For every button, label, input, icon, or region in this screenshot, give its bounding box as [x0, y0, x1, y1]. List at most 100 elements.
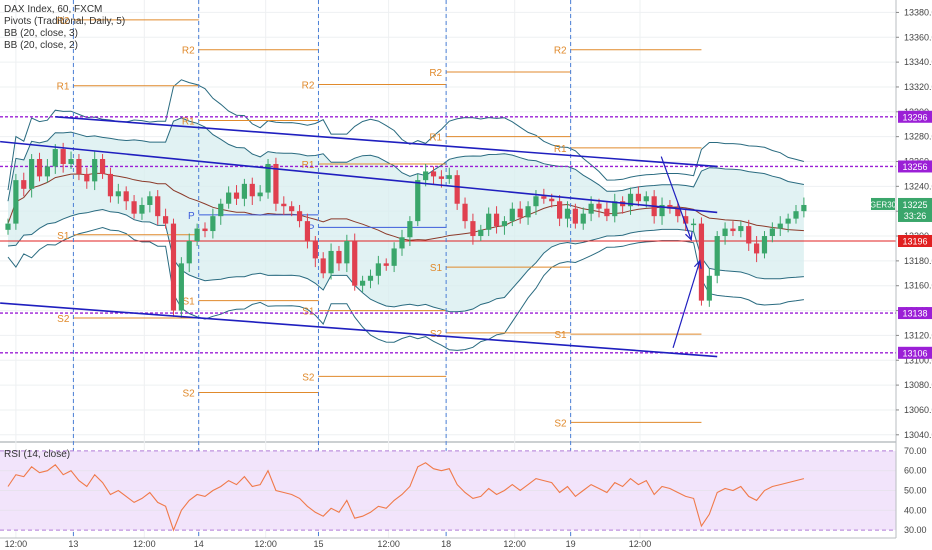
candle-body — [68, 159, 74, 164]
candle-body — [486, 213, 492, 230]
candle-body — [517, 208, 523, 218]
level-price-tag[interactable] — [898, 110, 932, 123]
candle-body — [478, 229, 484, 237]
candle-body — [509, 208, 515, 222]
level-price-label: 13296 — [902, 112, 927, 122]
pivot-label-p: P — [308, 223, 315, 234]
candle-body — [754, 243, 760, 254]
price-tick-label: 13160.00 — [904, 281, 932, 291]
candle-body — [44, 166, 50, 177]
candle-body — [13, 180, 19, 224]
level-price-tag[interactable] — [898, 234, 932, 247]
channel-line[interactable] — [0, 302, 718, 358]
candle-body — [273, 163, 279, 204]
pivot-label-s2: S2 — [430, 329, 443, 340]
pivot-label-s2: S2 — [554, 418, 567, 429]
price-axis-bg — [896, 0, 932, 538]
candle-body — [746, 226, 752, 244]
pivot-label-r2: R2 — [429, 68, 442, 79]
candle-body — [249, 183, 255, 197]
price-tick-label: 13320.00 — [904, 82, 932, 92]
rsi-tick-label: 40.00 — [904, 505, 927, 515]
candle-body — [210, 216, 216, 232]
symbol-tag[interactable] — [871, 197, 895, 210]
bar-countdown: 33:26 — [904, 211, 927, 221]
pivot-label-r1: R1 — [554, 144, 567, 155]
bb-band-line — [7, 208, 804, 313]
price-tick-label: 13240.00 — [904, 181, 932, 191]
candle-body — [391, 248, 397, 266]
candle-body — [170, 223, 177, 311]
candle-body — [446, 175, 452, 179]
candle-body — [541, 196, 547, 199]
price-tick-label: 13380.00 — [904, 7, 932, 17]
pivot-label-r1: R1 — [429, 133, 442, 144]
level-price-label: 13106 — [902, 348, 927, 358]
time-tick-label: 15 — [313, 539, 323, 549]
legend-symbol[interactable]: DAX Index, 60, FXCM — [4, 4, 103, 15]
candle-body — [738, 226, 744, 232]
horizontal-levels[interactable] — [0, 116, 896, 354]
candle-body — [454, 175, 460, 204]
candle-body — [304, 221, 311, 241]
current-price-tag[interactable] — [898, 197, 932, 222]
candle-body — [604, 208, 610, 217]
candle-body — [147, 196, 153, 205]
time-tick-label: 12:00 — [377, 539, 400, 549]
candle-body — [549, 198, 555, 202]
candle-body — [722, 228, 728, 237]
candle-body — [501, 221, 508, 227]
candle-body — [470, 221, 476, 237]
candle-body — [131, 201, 137, 214]
candle-body — [155, 196, 161, 217]
candle-body — [564, 208, 571, 219]
time-tick-label: 12:00 — [503, 539, 526, 549]
level-price-label: 13196 — [902, 236, 927, 246]
rsi-pane[interactable] — [0, 450, 896, 532]
pivot-label-r2: R2 — [554, 46, 567, 57]
channel-line[interactable] — [0, 140, 718, 214]
time-tick-label: 12:00 — [254, 539, 277, 549]
candle-body — [690, 223, 697, 226]
legend-bb2[interactable]: BB (20, close, 2) — [4, 40, 78, 51]
projection-arrows[interactable] — [660, 156, 702, 349]
rsi-tick-label: 30.00 — [904, 525, 927, 535]
rsi-line[interactable] — [7, 462, 805, 532]
trend-channel[interactable] — [0, 115, 718, 358]
time-tick-label: 12:00 — [133, 539, 156, 549]
candle-body — [257, 192, 263, 197]
candle-body — [533, 196, 539, 207]
pivot-label-s1: S1 — [57, 231, 70, 242]
candle-body — [493, 213, 500, 227]
legend-pivots[interactable]: Pivots (Traditional, Daily, 5) — [4, 16, 126, 27]
time-tick-label: 12:00 — [5, 539, 28, 549]
price-axis[interactable]: 13040.00 13060.00 13080.00 13100.00 13120.00… — [870, 0, 932, 538]
candle-body — [580, 213, 586, 224]
rsi-legend[interactable]: RSI (14, close) — [4, 449, 71, 460]
level-price-tag[interactable] — [898, 346, 932, 359]
channel-line[interactable] — [55, 115, 718, 168]
projection-arrow[interactable] — [660, 156, 692, 240]
candle-body — [383, 263, 389, 266]
rsi-tick-label: 50.00 — [904, 486, 927, 496]
candle-body — [281, 203, 287, 207]
level-price-tag[interactable] — [898, 307, 932, 320]
candle-body — [76, 159, 82, 174]
time-tick-label: 13 — [68, 539, 78, 549]
candle-body — [430, 171, 437, 177]
level-price-tag[interactable] — [898, 160, 932, 173]
candle-body — [344, 240, 350, 264]
candle-body — [194, 228, 200, 241]
legend-bb3[interactable]: BB (20, close, 3) — [4, 28, 78, 39]
level-price-label: 13138 — [902, 309, 927, 319]
projection-arrow[interactable] — [672, 260, 701, 349]
candle-body — [218, 203, 224, 217]
candlesticks — [5, 142, 807, 319]
candle-body — [312, 240, 318, 259]
candle-body — [643, 196, 649, 202]
candle-body — [596, 203, 602, 209]
time-tick-label: 14 — [194, 539, 204, 549]
candle-body — [612, 201, 618, 217]
time-axis[interactable]: 12:00 13 12:00 14 12:00 15 12:00 18 12:00 19 12:00 — [0, 537, 932, 550]
